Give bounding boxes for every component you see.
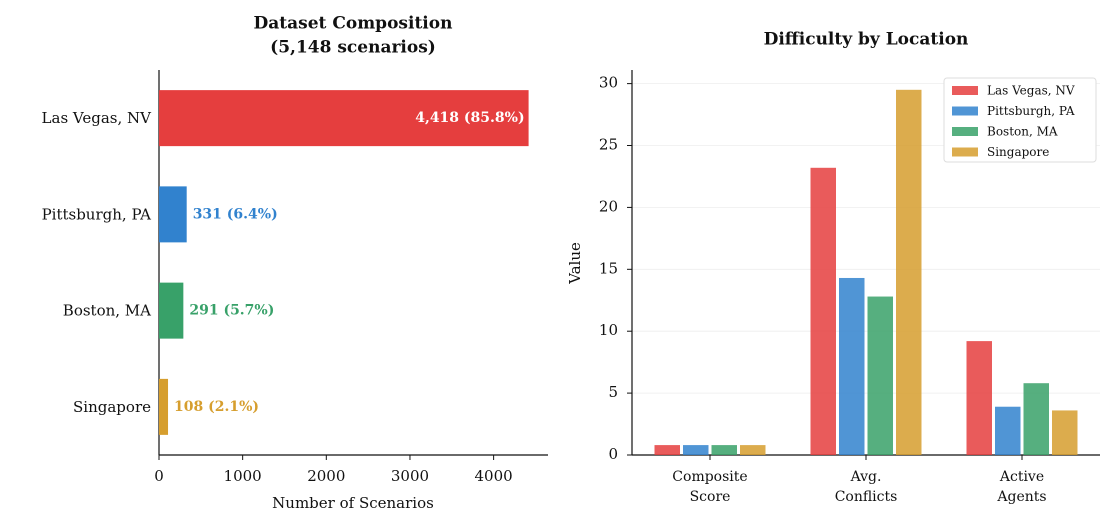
bar: [740, 445, 766, 455]
y-tick-label: Pittsburgh, PA: [42, 205, 152, 223]
bar: [995, 406, 1021, 455]
bar: [839, 277, 865, 455]
bar: [711, 445, 737, 455]
legend-label: Pittsburgh, PA: [987, 104, 1075, 118]
chart-title: Difficulty by Location: [764, 30, 969, 50]
y-tick-label: 10: [599, 321, 618, 339]
bar: [159, 186, 187, 243]
x-tick-label: 4000: [475, 467, 513, 485]
value-label: 331 (6.4%): [193, 206, 278, 222]
bar: [159, 378, 169, 435]
y-axis-label: Value: [566, 242, 584, 285]
y-tick-label: 25: [599, 136, 618, 154]
x-tick-label: Active Agents: [997, 469, 1047, 505]
x-tick-label: 0: [154, 467, 164, 485]
y-tick-label: 5: [608, 383, 618, 401]
y-tick-label: 30: [599, 74, 618, 92]
bar: [654, 445, 680, 455]
bar: [810, 167, 836, 455]
y-tick-label: 20: [599, 197, 618, 215]
bar: [159, 90, 529, 147]
x-tick-label: 2000: [307, 467, 345, 485]
value-label: 108 (2.1%): [174, 399, 259, 415]
legend-box: [943, 77, 1097, 163]
bar: [896, 89, 922, 456]
value-label: 4,418 (85.8%): [415, 110, 524, 126]
legend-label: Singapore: [987, 145, 1049, 159]
bar: [1023, 383, 1049, 455]
legend-swatch: [952, 147, 978, 157]
x-tick-label: 3000: [391, 467, 429, 485]
legend-label: Las Vegas, NV: [987, 84, 1075, 98]
x-tick-label: 1000: [224, 467, 262, 485]
value-label: 291 (5.7%): [189, 303, 274, 319]
y-tick-label: Boston, MA: [63, 302, 151, 320]
legend-swatch: [952, 127, 978, 136]
y-tick-label: Las Vegas, NV: [42, 109, 153, 127]
chart-subtitle: (5,148 scenarios): [270, 38, 436, 58]
y-tick-label: 15: [599, 259, 618, 277]
legend-label: Boston, MA: [987, 125, 1058, 139]
bar: [867, 296, 893, 455]
x-axis-label: Number of Scenarios: [272, 494, 434, 512]
bar: [966, 341, 992, 455]
bar: [683, 445, 709, 455]
legend-swatch: [952, 86, 978, 95]
x-tick-label: Avg. Conflicts: [834, 469, 898, 505]
x-tick-label: Composite Score: [672, 469, 748, 505]
legend-swatch: [952, 106, 978, 116]
y-tick-label: 0: [608, 445, 618, 463]
chart-title: Dataset Composition: [254, 14, 453, 34]
bar: [159, 282, 184, 339]
y-tick-label: Singapore: [73, 398, 151, 416]
bar: [1052, 410, 1078, 455]
